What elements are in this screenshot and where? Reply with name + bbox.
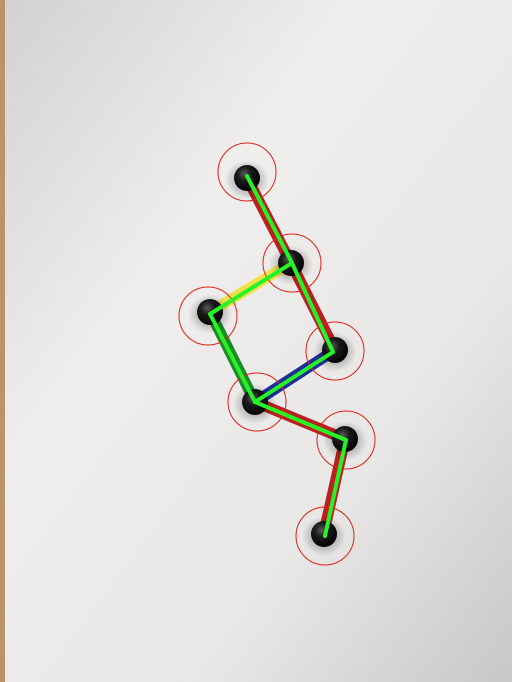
detection-circle-2 (262, 233, 322, 293)
skeleton-4-5 (253, 350, 335, 404)
skeleton-2-3 (208, 261, 294, 316)
detection-circle-4 (305, 321, 365, 381)
detection-circle-1 (217, 142, 277, 202)
skeleton-3-5 (208, 312, 257, 404)
detection-circle-6 (316, 410, 376, 470)
skeleton-6-7 (323, 438, 348, 538)
table-edge-strip (0, 0, 5, 682)
detection-circle-5 (227, 372, 287, 432)
skeleton-2-4 (290, 261, 335, 354)
detection-circle-7 (295, 506, 355, 566)
detection-circle-3 (178, 286, 238, 346)
skeleton-1-2 (245, 174, 294, 265)
skeleton-overlay (208, 174, 348, 538)
skeleton-5-6 (253, 400, 348, 442)
detection-circles (178, 142, 376, 566)
